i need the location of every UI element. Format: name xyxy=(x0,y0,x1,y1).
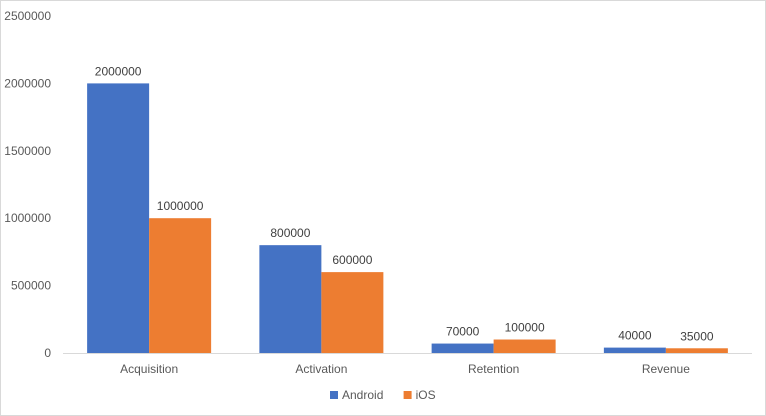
data-label: 600000 xyxy=(332,253,372,267)
y-tick-label: 500000 xyxy=(11,279,51,293)
bar-ios-activation xyxy=(321,272,384,353)
x-tick-label: Revenue xyxy=(642,362,690,376)
y-tick-label: 2500000 xyxy=(4,9,51,23)
y-tick-label: 0 xyxy=(44,346,51,360)
data-label: 40000 xyxy=(618,329,652,343)
x-tick-label: Retention xyxy=(468,362,519,376)
x-tick-label: Activation xyxy=(295,362,347,376)
bar-ios-acquisition xyxy=(149,218,212,353)
bar-android-activation xyxy=(259,245,322,353)
legend: Android iOS xyxy=(330,388,436,402)
legend-label-ios: iOS xyxy=(416,388,436,402)
data-label: 70000 xyxy=(446,325,480,339)
bar-android-acquisition xyxy=(87,83,150,354)
bar-ios-retention xyxy=(493,339,556,353)
data-label: 35000 xyxy=(680,329,714,343)
y-axis: 0 500000 1000000 1500000 2000000 2500000 xyxy=(4,9,51,360)
legend-swatch-android xyxy=(330,391,338,399)
data-label: 2000000 xyxy=(95,64,142,78)
y-tick-label: 1000000 xyxy=(4,211,51,225)
data-label: 800000 xyxy=(270,226,310,240)
bars xyxy=(87,83,728,354)
y-tick-label: 2000000 xyxy=(4,76,51,90)
legend-swatch-ios xyxy=(403,391,412,399)
x-tick-label: Acquisition xyxy=(120,362,178,376)
data-label: 1000000 xyxy=(157,199,204,213)
y-tick-label: 1500000 xyxy=(4,144,51,158)
bar-ios-revenue xyxy=(665,348,728,353)
x-axis-labels: Acquisition Activation Retention Revenue xyxy=(120,362,690,376)
data-label: 100000 xyxy=(505,321,545,335)
bar-android-revenue xyxy=(603,347,666,353)
legend-label-android: Android xyxy=(342,388,383,402)
bar-android-retention xyxy=(431,343,494,353)
data-labels: 2000000 1000000 800000 600000 70000 100000 400… xyxy=(95,64,714,343)
